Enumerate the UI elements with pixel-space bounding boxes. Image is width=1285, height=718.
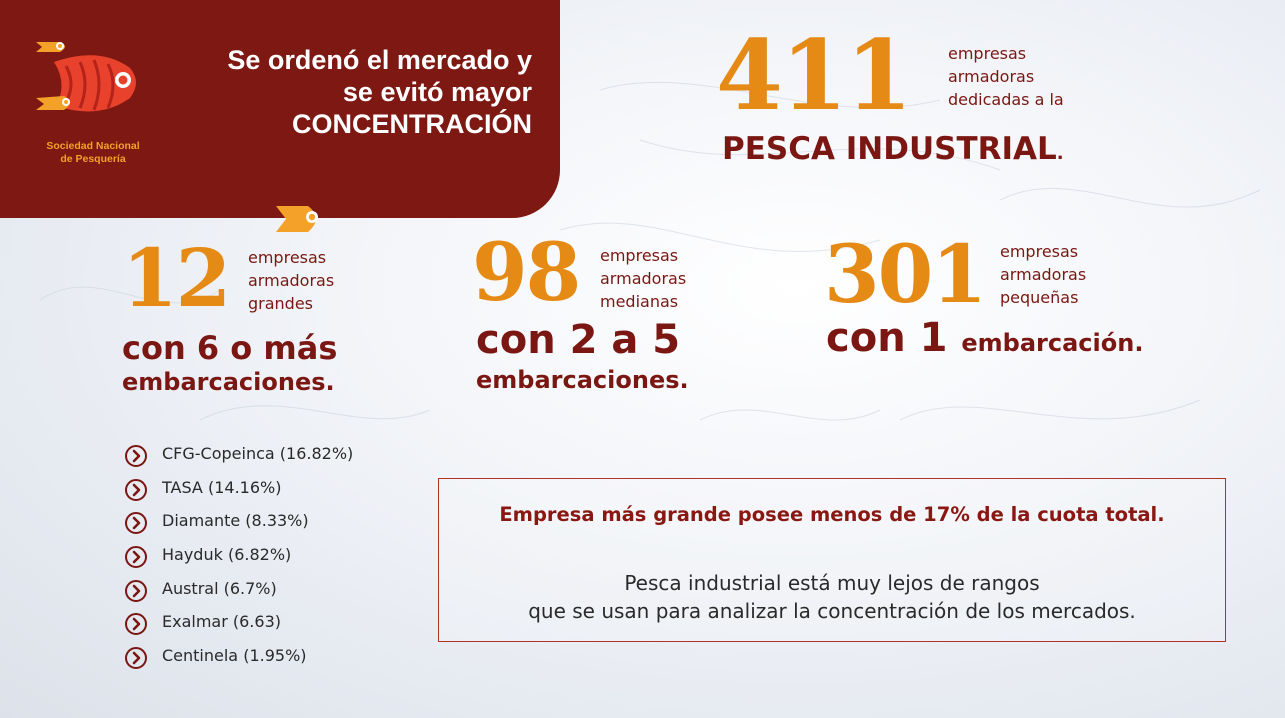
small-sub-big: con 1 <box>826 315 948 361</box>
header-panel: Sociedad Nacional de Pesquería Se ordenó… <box>0 0 560 218</box>
info-box-title: Empresa más grande posee menos de 17% de… <box>499 503 1165 526</box>
list-item-label: Exalmar (6.63) <box>162 612 281 632</box>
large-desc-line3: grandes <box>248 294 314 313</box>
medium-desc-line2: armadoras <box>600 269 687 288</box>
chevron-right-icon <box>125 546 147 569</box>
chevron-right-icon <box>125 647 147 670</box>
medium-sub-line2: embarcaciones. <box>476 366 689 394</box>
list-item: Diamante (8.33%) <box>124 505 424 539</box>
small-sub-small: embarcación. <box>961 329 1144 357</box>
list-item-label: Diamante (8.33%) <box>162 511 309 531</box>
large-description: empresas armadoras grandes <box>248 246 334 315</box>
large-sub-line1: con 6 o más <box>122 329 338 367</box>
headline-line1: Se ordenó el mercado y <box>227 45 532 75</box>
small-desc-line3: pequeñas <box>1000 288 1079 307</box>
list-item: CFG-Copeinca (16.82%) <box>124 438 424 472</box>
small-sub: con 1 embarcación. <box>826 318 1143 358</box>
total-desc-line3: dedicadas a la <box>948 90 1064 109</box>
large-desc-line1: empresas <box>248 248 327 267</box>
list-item: Hayduk (6.82%) <box>124 539 424 573</box>
list-item: Austral (6.7%) <box>124 573 424 607</box>
info-box: Empresa más grande posee menos de 17% de… <box>438 478 1226 642</box>
large-desc-line2: armadoras <box>248 271 335 290</box>
small-description: empresas armadoras pequeñas <box>1000 240 1086 309</box>
small-desc-line1: empresas <box>1000 242 1079 261</box>
large-number: 12 <box>122 231 231 325</box>
fish-logo-icon <box>36 42 136 112</box>
fish-icon <box>276 206 318 232</box>
medium-number: 98 <box>472 225 581 319</box>
logo-name-line1: Sociedad Nacional <box>46 140 140 152</box>
list-item-label: TASA (14.16%) <box>162 477 282 497</box>
chevron-right-icon <box>125 613 147 636</box>
headline: Se ordenó el mercado y se evitó mayor CO… <box>132 44 532 140</box>
small-desc-line2: armadoras <box>1000 265 1087 284</box>
list-item-label: Austral (6.7%) <box>162 578 277 598</box>
chevron-right-icon <box>125 445 147 467</box>
info-box-line2: que se usan para analizar la concentraci… <box>528 599 1136 623</box>
medium-sub-line1: con 2 a 5 <box>476 317 681 363</box>
total-desc-line1: empresas <box>948 44 1027 63</box>
list-item-label: CFG-Copeinca (16.82%) <box>162 444 354 463</box>
total-label: PESCA INDUSTRIAL. <box>722 134 1064 165</box>
list-item: TASA (14.16%) <box>124 472 424 506</box>
info-box-line1: Pesca industrial está muy lejos de rango… <box>624 571 1040 595</box>
total-desc-line2: armadoras <box>948 67 1035 86</box>
headline-line3: CONCENTRACIÓN <box>292 109 532 139</box>
headline-line2: se evitó mayor <box>342 77 532 107</box>
logo-text: Sociedad Nacional de Pesquería <box>28 140 158 166</box>
chevron-right-icon <box>125 579 147 602</box>
list-item-label: Hayduk (6.82%) <box>162 545 292 565</box>
total-number: 411 <box>716 19 912 132</box>
list-item: Exalmar (6.63) <box>124 606 424 640</box>
medium-desc-line1: empresas <box>600 246 679 265</box>
company-list: CFG-Copeinca (16.82%) TASA (14.16%) Diaman… <box>124 438 424 674</box>
total-description: empresas armadoras dedicadas a la <box>948 42 1064 111</box>
medium-description: empresas armadoras medianas <box>600 244 686 313</box>
list-item-label: Centinela (1.95%) <box>162 646 307 666</box>
medium-desc-line3: medianas <box>600 292 679 311</box>
logo-name-line2: de Pesquería <box>60 153 126 165</box>
large-sub-line2: embarcaciones. <box>122 368 335 396</box>
small-number: 301 <box>824 227 987 321</box>
list-item: Centinela (1.95%) <box>124 640 424 674</box>
total-label-text: PESCA INDUSTRIAL <box>722 131 1057 167</box>
total-label-dot: . <box>1056 143 1064 164</box>
chevron-right-icon <box>125 478 147 501</box>
chevron-right-icon <box>125 512 147 535</box>
